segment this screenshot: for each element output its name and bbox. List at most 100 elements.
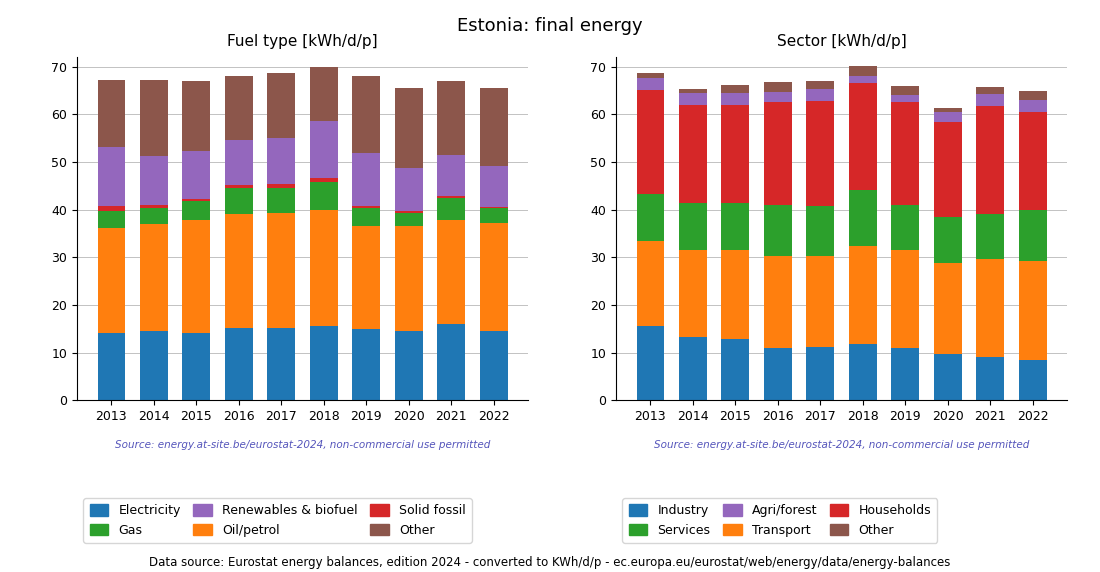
Bar — [480, 88, 507, 166]
Bar — [140, 205, 167, 208]
Bar — [352, 208, 379, 227]
Bar — [764, 82, 792, 92]
Title: Fuel type [kWh/d/p]: Fuel type [kWh/d/p] — [228, 34, 377, 49]
Bar — [98, 210, 125, 228]
Bar — [480, 207, 507, 208]
Bar — [226, 185, 253, 188]
Bar — [140, 80, 167, 156]
Bar — [637, 90, 664, 194]
Bar — [891, 205, 918, 251]
Bar — [352, 76, 379, 153]
Bar — [849, 247, 877, 344]
Bar — [480, 166, 507, 207]
Bar — [637, 241, 664, 326]
Bar — [977, 87, 1004, 94]
Bar — [183, 201, 210, 220]
Bar — [183, 220, 210, 333]
Bar — [637, 194, 664, 241]
Bar — [977, 213, 1004, 259]
Bar — [1019, 210, 1046, 261]
Bar — [310, 210, 338, 326]
Bar — [395, 213, 422, 227]
Bar — [764, 92, 792, 102]
Bar — [480, 331, 507, 400]
Bar — [438, 220, 465, 324]
Bar — [934, 108, 961, 113]
Bar — [722, 203, 749, 250]
Bar — [352, 329, 379, 400]
Bar — [977, 259, 1004, 356]
Bar — [438, 156, 465, 196]
Bar — [183, 81, 210, 151]
Bar — [267, 213, 295, 328]
Bar — [806, 347, 834, 400]
Text: Estonia: final energy: Estonia: final energy — [458, 17, 642, 35]
Bar — [934, 122, 961, 217]
Bar — [352, 206, 379, 208]
Bar — [934, 217, 961, 263]
Bar — [977, 94, 1004, 106]
Bar — [891, 102, 918, 205]
Bar — [806, 89, 834, 101]
Bar — [267, 184, 295, 188]
Bar — [679, 203, 706, 250]
Title: Sector [kWh/d/p]: Sector [kWh/d/p] — [777, 34, 906, 49]
Bar — [891, 348, 918, 400]
Bar — [1019, 90, 1046, 100]
Bar — [637, 78, 664, 90]
Bar — [849, 83, 877, 190]
Bar — [226, 214, 253, 328]
Bar — [722, 85, 749, 93]
Bar — [679, 89, 706, 93]
Bar — [98, 228, 125, 333]
Bar — [438, 81, 465, 156]
Bar — [267, 328, 295, 400]
Bar — [849, 190, 877, 247]
Bar — [849, 76, 877, 83]
Bar — [891, 251, 918, 348]
Bar — [806, 101, 834, 206]
Bar — [352, 227, 379, 329]
Bar — [480, 223, 507, 331]
Bar — [98, 333, 125, 400]
Bar — [310, 326, 338, 400]
Bar — [722, 105, 749, 203]
Bar — [1019, 112, 1046, 210]
Bar — [98, 80, 125, 147]
Bar — [310, 178, 338, 182]
Bar — [140, 224, 167, 331]
Bar — [679, 250, 706, 336]
Bar — [679, 93, 706, 105]
Bar — [140, 208, 167, 224]
Bar — [679, 336, 706, 400]
Bar — [438, 324, 465, 400]
Legend: Industry, Services, Agri/forest, Transport, Households, Other: Industry, Services, Agri/forest, Transpo… — [623, 498, 937, 543]
Bar — [679, 105, 706, 203]
Bar — [977, 356, 1004, 400]
Bar — [183, 151, 210, 199]
Bar — [806, 81, 834, 89]
Bar — [438, 198, 465, 220]
Bar — [1019, 100, 1046, 112]
Text: Source: energy.at-site.be/eurostat-2024, non-commercial use permitted: Source: energy.at-site.be/eurostat-2024,… — [114, 440, 491, 450]
Bar — [183, 333, 210, 400]
Bar — [226, 140, 253, 185]
Bar — [395, 227, 422, 331]
Bar — [722, 250, 749, 339]
Bar — [98, 206, 125, 210]
Bar — [934, 113, 961, 122]
Bar — [722, 93, 749, 105]
Bar — [977, 106, 1004, 213]
Bar — [352, 153, 379, 206]
Bar — [764, 205, 792, 256]
Bar — [934, 263, 961, 353]
Bar — [764, 102, 792, 205]
Bar — [764, 348, 792, 400]
Bar — [183, 199, 210, 201]
Text: Source: energy.at-site.be/eurostat-2024, non-commercial use permitted: Source: energy.at-site.be/eurostat-2024,… — [653, 440, 1030, 450]
Bar — [934, 353, 961, 400]
Bar — [310, 67, 338, 121]
Bar — [226, 188, 253, 214]
Bar — [891, 86, 918, 96]
Bar — [98, 147, 125, 206]
